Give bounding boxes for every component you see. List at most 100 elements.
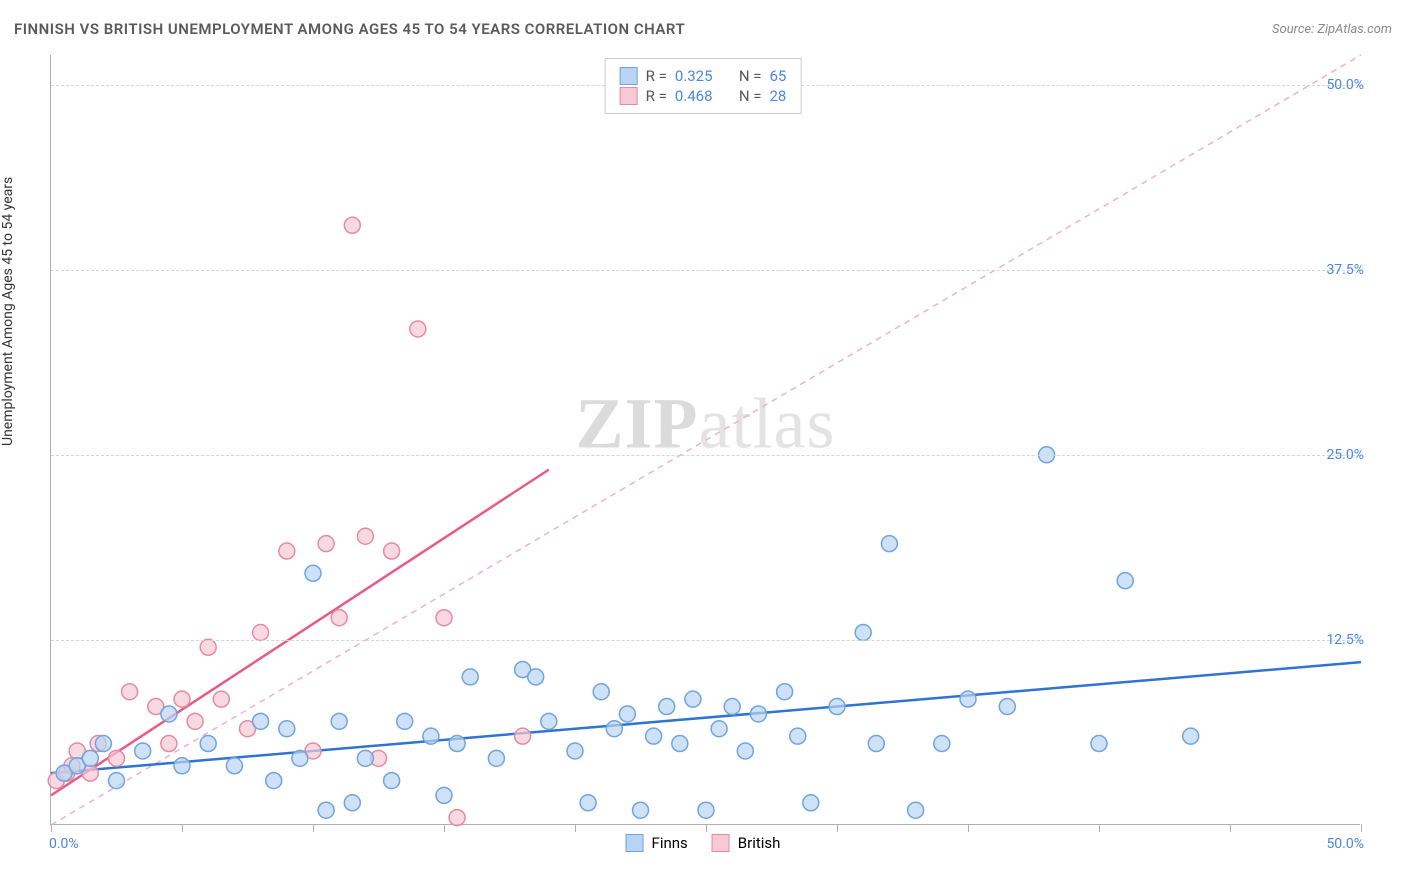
plot-area: ZIPatlas 0.0% 50.0% 12.5%25.0%37.5%50.0% xyxy=(50,55,1360,825)
y-tick-label: 37.5% xyxy=(1320,262,1364,278)
x-axis-max-label: 50.0% xyxy=(1326,836,1364,852)
stats-legend-row: R =0.325N =65 xyxy=(620,67,787,85)
r-label: R = xyxy=(646,87,667,105)
n-value: 65 xyxy=(769,67,786,85)
data-point xyxy=(135,743,151,759)
gridline xyxy=(51,640,1360,641)
data-point xyxy=(960,691,976,707)
data-point xyxy=(881,536,897,552)
data-point xyxy=(292,750,308,766)
data-point xyxy=(868,736,884,752)
data-point xyxy=(580,795,596,811)
data-point xyxy=(659,699,675,715)
x-tick xyxy=(1361,824,1362,832)
data-point xyxy=(253,713,269,729)
data-point xyxy=(226,758,242,774)
data-point xyxy=(488,750,504,766)
data-point xyxy=(777,684,793,700)
data-point xyxy=(318,802,334,818)
gridline xyxy=(51,270,1360,271)
legend-swatch xyxy=(620,87,638,105)
data-point xyxy=(331,610,347,626)
title-bar: FINNISH VS BRITISH UNEMPLOYMENT AMONG AG… xyxy=(14,20,1392,38)
x-tick xyxy=(1099,824,1100,832)
data-point xyxy=(436,610,452,626)
data-point xyxy=(737,743,753,759)
y-tick-label: 25.0% xyxy=(1320,447,1364,463)
data-point xyxy=(646,728,662,744)
x-tick xyxy=(837,824,838,832)
data-point xyxy=(200,639,216,655)
data-point xyxy=(109,750,125,766)
data-point xyxy=(855,625,871,641)
data-point xyxy=(908,802,924,818)
data-point xyxy=(593,684,609,700)
data-point xyxy=(449,736,465,752)
source-credit: Source: ZipAtlas.com xyxy=(1272,22,1392,37)
legend-swatch xyxy=(620,67,638,85)
data-point xyxy=(999,699,1015,715)
data-point xyxy=(829,699,845,715)
data-point xyxy=(357,528,373,544)
gridline xyxy=(51,455,1360,456)
stats-legend: R =0.325N =65R =0.468N =28 xyxy=(605,58,802,114)
legend-item: British xyxy=(712,834,781,852)
data-point xyxy=(423,728,439,744)
data-point xyxy=(803,795,819,811)
data-point xyxy=(567,743,583,759)
data-point xyxy=(161,736,177,752)
data-point xyxy=(384,543,400,559)
data-point xyxy=(213,691,229,707)
y-axis-label: Unemployment Among Ages 45 to 54 years xyxy=(0,177,16,446)
r-label: R = xyxy=(646,67,667,85)
data-point xyxy=(790,728,806,744)
data-point xyxy=(82,750,98,766)
data-point xyxy=(410,321,426,337)
data-point xyxy=(1091,736,1107,752)
data-point xyxy=(357,750,373,766)
data-point xyxy=(633,802,649,818)
n-label: N = xyxy=(739,87,762,105)
legend-swatch xyxy=(626,834,644,852)
data-point xyxy=(528,669,544,685)
data-point xyxy=(436,787,452,803)
x-tick xyxy=(444,824,445,832)
data-point xyxy=(344,795,360,811)
data-point xyxy=(685,691,701,707)
x-tick xyxy=(182,824,183,832)
x-axis-min-label: 0.0% xyxy=(49,836,79,852)
data-point xyxy=(318,536,334,552)
data-point xyxy=(1183,728,1199,744)
y-tick-label: 12.5% xyxy=(1320,632,1364,648)
data-point xyxy=(384,773,400,789)
legend-label: British xyxy=(738,834,781,852)
data-point xyxy=(253,625,269,641)
data-point xyxy=(174,758,190,774)
data-point xyxy=(750,706,766,722)
stats-legend-row: R = 0.468 N = 28 xyxy=(620,87,787,105)
data-point xyxy=(462,669,478,685)
data-point xyxy=(279,543,295,559)
x-tick xyxy=(706,824,707,832)
data-point xyxy=(724,699,740,715)
data-point xyxy=(934,736,950,752)
data-point xyxy=(515,728,531,744)
data-point xyxy=(174,691,190,707)
data-point xyxy=(109,773,125,789)
x-tick xyxy=(51,824,52,832)
r-value: 0.468 xyxy=(675,87,723,105)
data-point xyxy=(331,713,347,729)
data-point xyxy=(95,736,111,752)
data-point xyxy=(541,713,557,729)
n-value: 28 xyxy=(769,87,786,105)
legend-item: Finns xyxy=(626,834,688,852)
data-point xyxy=(305,565,321,581)
scatter-svg xyxy=(51,55,1360,824)
data-point xyxy=(397,713,413,729)
data-point xyxy=(122,684,138,700)
data-point xyxy=(161,706,177,722)
data-point xyxy=(200,736,216,752)
data-point xyxy=(344,217,360,233)
data-point xyxy=(711,721,727,737)
data-point xyxy=(619,706,635,722)
